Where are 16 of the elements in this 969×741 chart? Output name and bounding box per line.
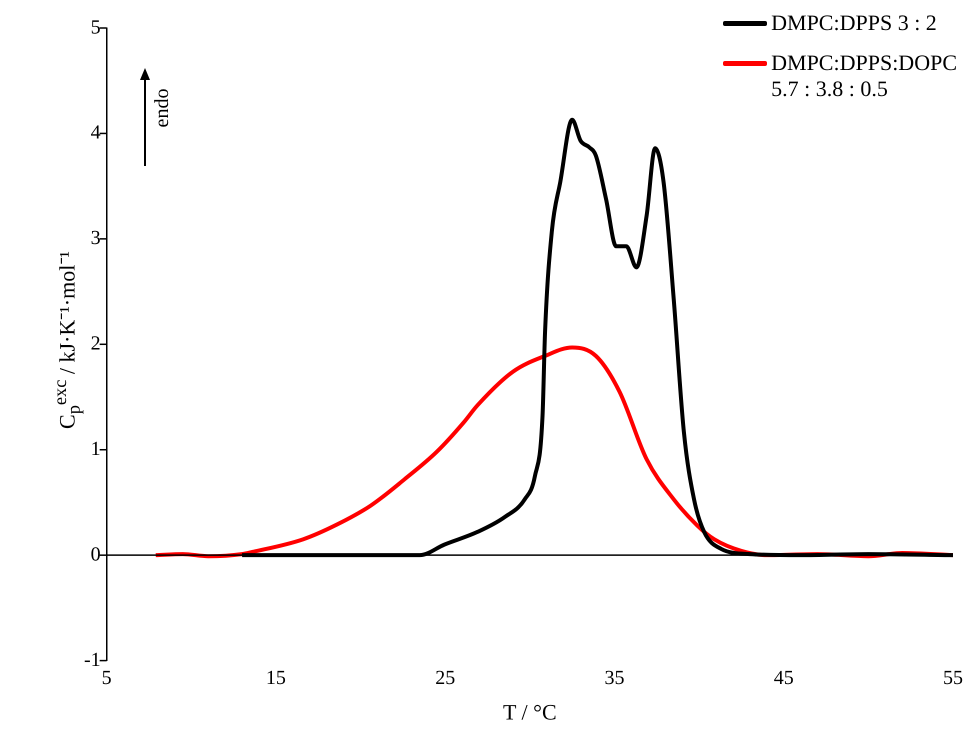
x-tick-label: 45 bbox=[774, 666, 794, 689]
y-tick-label: 1 bbox=[90, 438, 101, 460]
x-tick-label: 25 bbox=[435, 666, 456, 689]
legend-label: DMPC:DPPS:DOPC 5.7 : 3.8 : 0.5 bbox=[771, 50, 957, 102]
x-tick-label: 55 bbox=[943, 666, 963, 689]
x-tick-label: 15 bbox=[266, 666, 286, 689]
y-tick-label: 3 bbox=[90, 227, 101, 250]
legend-label: DMPC:DPPS 3 : 2 bbox=[771, 10, 937, 36]
annotation: endo bbox=[150, 88, 173, 128]
y-tick-label: 4 bbox=[90, 122, 101, 144]
y-tick-label: 0 bbox=[90, 543, 101, 566]
y-tick-label: 2 bbox=[90, 332, 101, 355]
y-tick-label: -1 bbox=[84, 648, 101, 671]
y-tick-label: 5 bbox=[90, 16, 101, 38]
x-tick-label: 35 bbox=[604, 666, 624, 689]
x-axis-title: T / °C bbox=[503, 700, 557, 725]
